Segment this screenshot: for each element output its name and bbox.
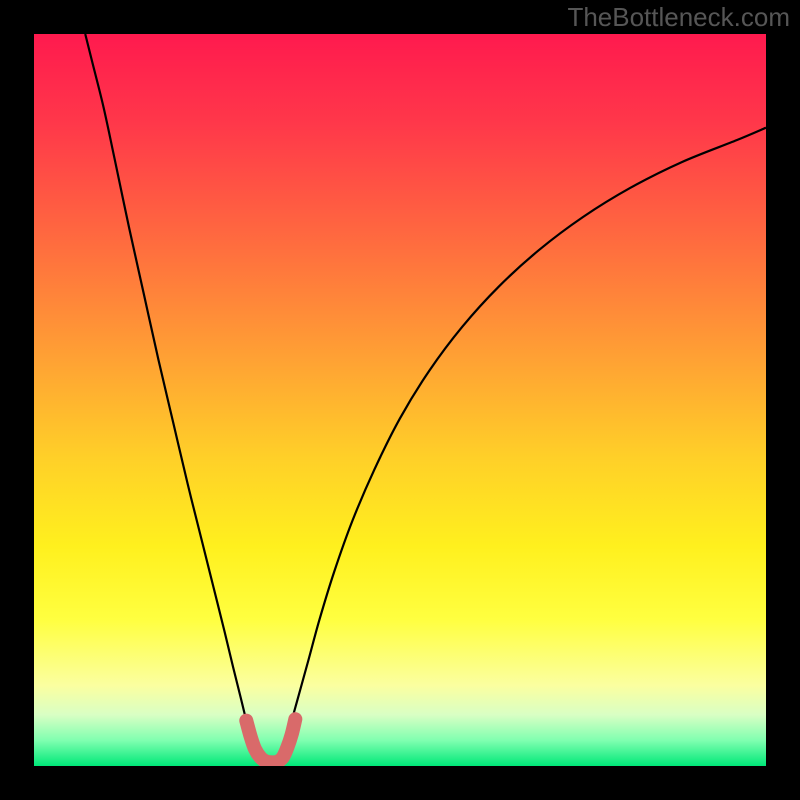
plot-area (0, 0, 800, 800)
chart-container: TheBottleneck.com (0, 0, 800, 800)
gradient-background (34, 34, 766, 766)
